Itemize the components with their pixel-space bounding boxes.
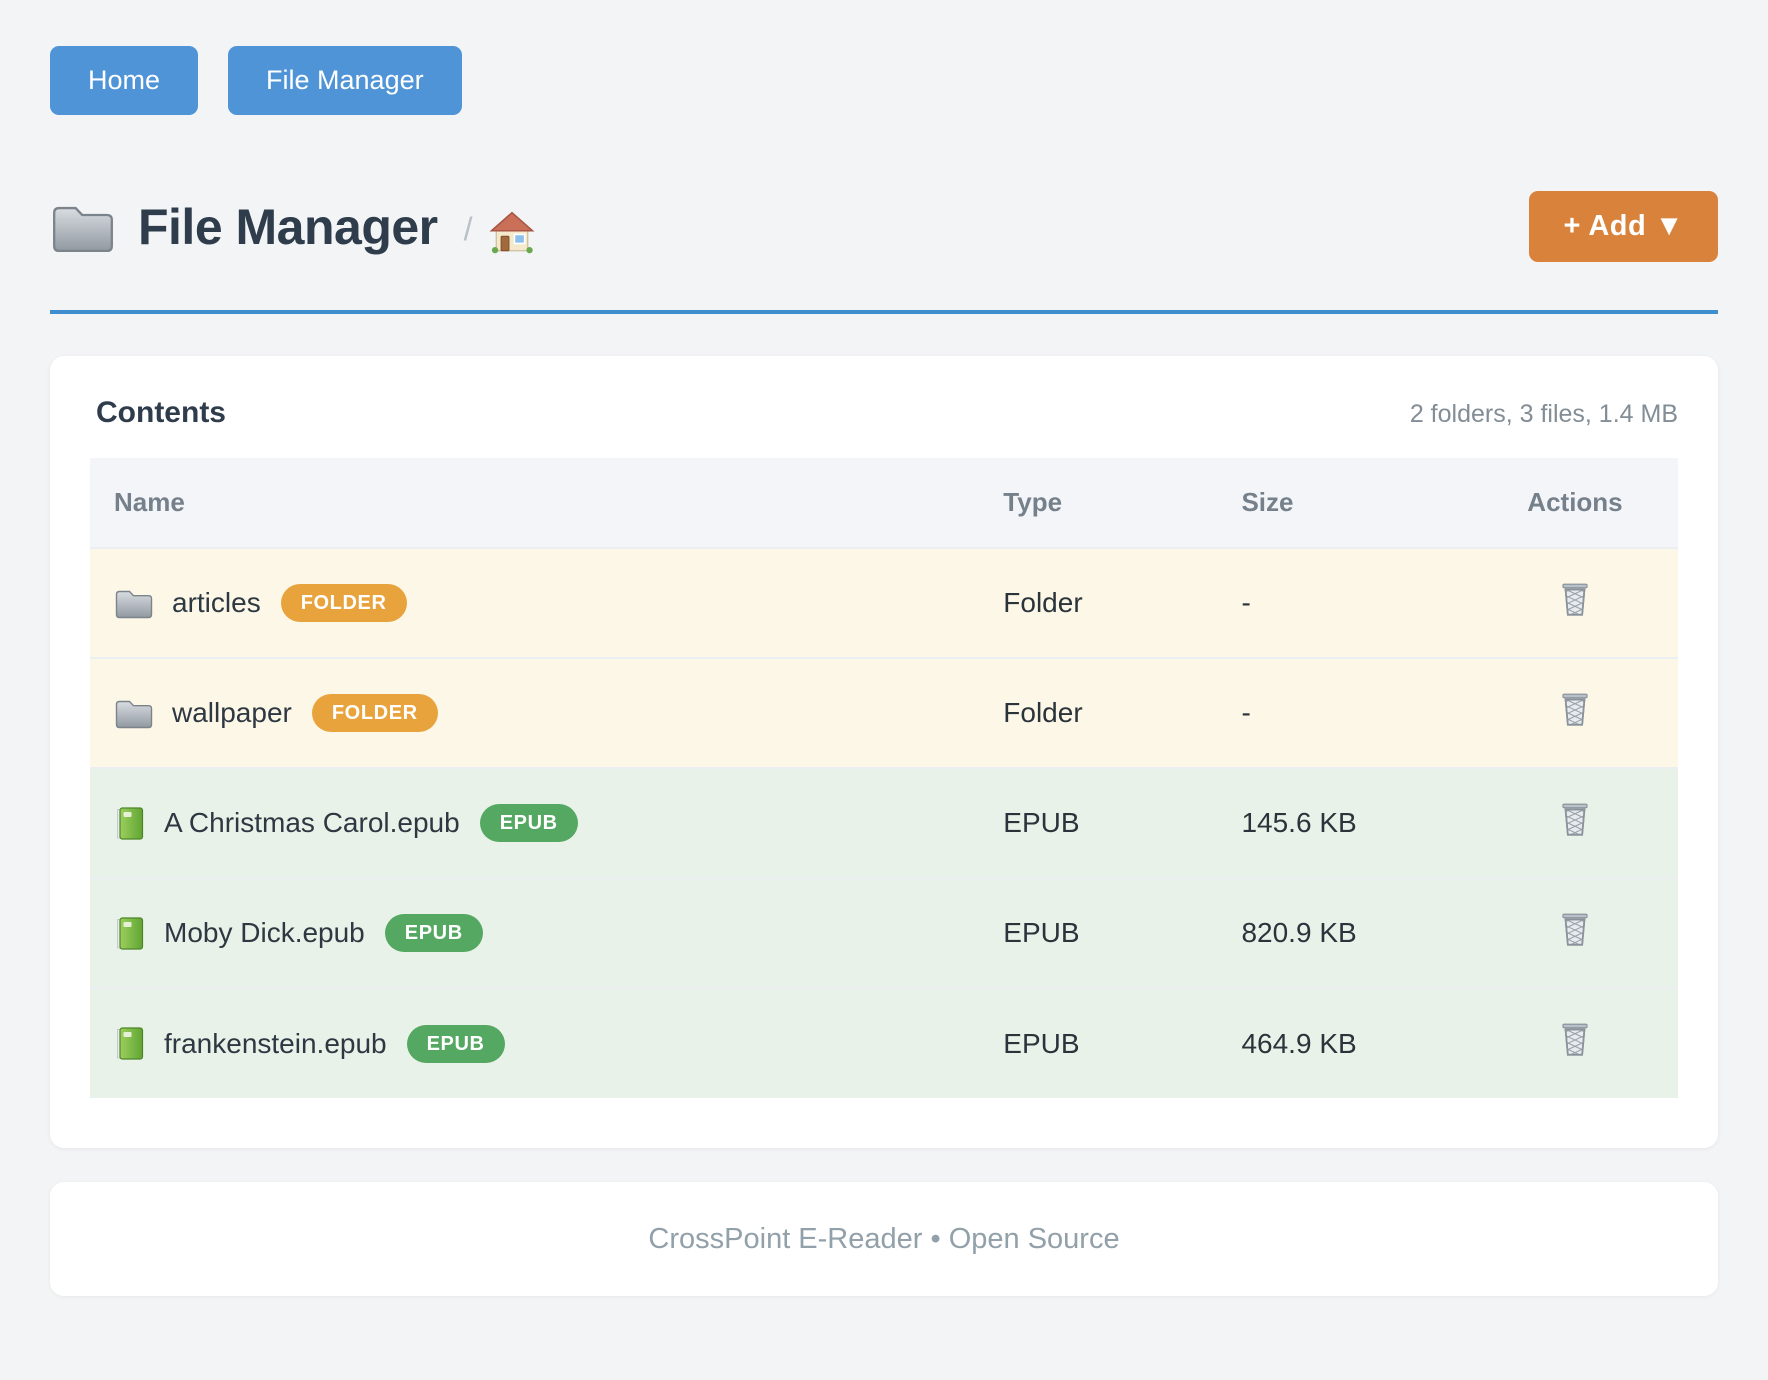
book-icon [114,915,146,952]
delete-button[interactable] [1557,690,1593,730]
type-cell: EPUB [1003,1027,1080,1059]
trash-icon [1557,938,1593,953]
file-name-link[interactable]: wallpaper [172,697,292,728]
file-name-link[interactable]: frankenstein.epub [164,1027,387,1059]
type-cell: EPUB [1003,917,1080,948]
file-name-link[interactable]: Moby Dick.epub [164,917,365,948]
type-badge: EPUB [384,914,483,952]
type-cell: Folder [1003,587,1083,618]
size-cell: 820.9 KB [1241,917,1357,948]
trash-icon [1557,718,1593,733]
column-header-size: Size [1217,458,1504,548]
table-row: Moby Dick.epub EPUB EPUB 820.9 KB [90,878,1678,988]
type-badge: EPUB [479,804,578,842]
type-cell: EPUB [1003,807,1080,838]
contents-card: Contents 2 folders, 3 files, 1.4 MB Name… [50,356,1718,1148]
file-name-link[interactable]: A Christmas Carol.epub [164,807,460,838]
table-header-row: Name Type Size Actions [90,458,1678,548]
trash-icon [1557,1048,1593,1063]
file-manager-page: Home File Manager File Manager / + Add ▼… [50,0,1718,1296]
delete-button[interactable] [1557,910,1593,950]
breadcrumb-separator: / [463,211,473,247]
add-dropdown-button[interactable]: + Add ▼ [1529,191,1718,262]
column-header-actions: Actions [1503,458,1678,548]
table-row: wallpaper FOLDER Folder - [90,658,1678,768]
file-manager-nav-button[interactable]: File Manager [228,46,462,115]
table-row: articles FOLDER Folder - [90,548,1678,658]
folder-icon [114,586,154,620]
trash-icon [1557,608,1593,623]
footer-text: CrossPoint E-Reader • Open Source [648,1222,1120,1255]
file-table-body: articles FOLDER Folder - wallpaper FOLDE… [90,548,1678,1098]
type-cell: Folder [1003,697,1083,728]
size-cell: - [1241,587,1251,618]
table-row: frankenstein.epub EPUB EPUB 464.9 KB [90,988,1678,1098]
type-badge: FOLDER [311,694,438,732]
size-cell: 145.6 KB [1241,807,1357,838]
contents-heading: Contents [96,396,226,429]
delete-button[interactable] [1557,580,1593,620]
file-name-link[interactable]: articles [172,587,261,618]
top-nav: Home File Manager [50,0,1718,115]
delete-button[interactable] [1557,1020,1593,1060]
folder-icon [50,199,138,255]
size-cell: - [1241,697,1251,728]
table-row: A Christmas Carol.epub EPUB EPUB 145.6 K… [90,768,1678,878]
contents-card-header: Contents 2 folders, 3 files, 1.4 MB [90,396,1678,430]
file-table: Name Type Size Actions articles FOLDER F… [90,458,1678,1098]
type-badge: EPUB [406,1024,505,1063]
book-icon [114,1025,146,1062]
delete-button[interactable] [1557,800,1593,840]
home-icon[interactable] [489,200,535,254]
page-header: File Manager / + Add ▼ [50,191,1718,314]
footer: CrossPoint E-Reader • Open Source [50,1182,1718,1296]
folder-icon [114,696,154,730]
column-header-type: Type [979,458,1218,548]
contents-summary: 2 folders, 3 files, 1.4 MB [1409,400,1678,428]
type-badge: FOLDER [280,584,407,622]
book-icon [114,805,146,842]
page-title: File Manager [138,198,438,255]
column-header-name: Name [90,458,980,548]
home-nav-button[interactable]: Home [50,46,199,115]
size-cell: 464.9 KB [1241,1027,1357,1059]
trash-icon [1557,828,1593,843]
